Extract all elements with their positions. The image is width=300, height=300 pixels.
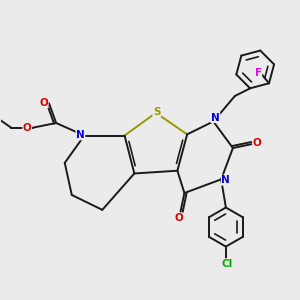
Text: O: O [253, 138, 262, 148]
Text: N: N [76, 130, 85, 140]
Text: F: F [254, 68, 262, 78]
Text: S: S [153, 107, 160, 117]
Text: N: N [221, 175, 230, 185]
Text: O: O [23, 124, 32, 134]
Text: O: O [175, 213, 183, 223]
Text: N: N [211, 112, 220, 122]
Text: O: O [39, 98, 48, 108]
Text: Cl: Cl [222, 259, 233, 269]
